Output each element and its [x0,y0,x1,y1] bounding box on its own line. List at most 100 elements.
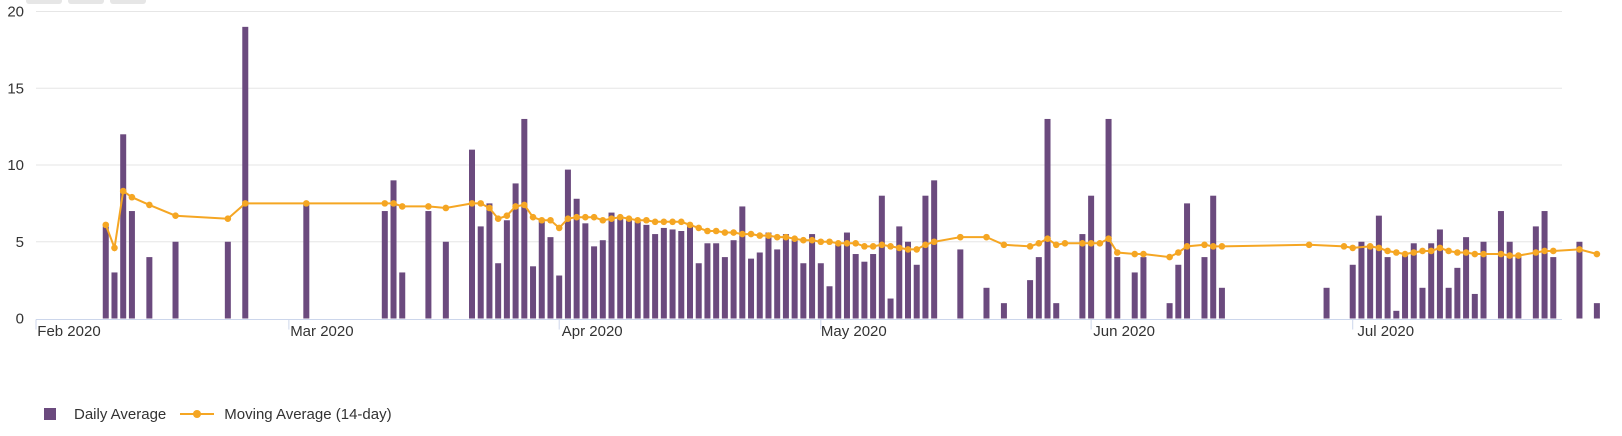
moving-average-point [930,238,938,246]
moving-average-point [1105,235,1112,242]
daily-average-bar [1454,267,1461,319]
moving-average-point [739,230,746,238]
daily-average-bar [1053,303,1060,319]
moving-average-point [852,239,859,247]
daily-average-bar [599,240,606,319]
legend-item-moving-average[interactable]: Moving Average (14-day) [180,406,392,423]
daily-average-bar [817,263,824,319]
moving-average-point [1419,247,1426,255]
moving-average-point [1113,249,1121,256]
daily-average-bar [625,220,632,319]
daily-average-bar [887,298,894,319]
moving-average-point [651,218,659,226]
daily-average-bar [1541,211,1548,319]
moving-average-point [1576,246,1583,253]
daily-average-bar [1349,264,1356,319]
moving-average-point [869,243,877,250]
daily-average-bar [512,183,519,319]
daily-average-bar [1358,241,1365,319]
moving-average-point [1044,235,1051,242]
daily-average-bar [538,220,545,319]
daily-average-bar [530,266,537,319]
daily-average-bar [695,263,702,319]
y-axis-ticks: 0 5 10 15 20 [7,4,24,328]
daily-average-bar [224,241,231,319]
legend-item-daily-average[interactable]: Daily Average [44,406,166,423]
moving-average-point [1401,250,1409,258]
moving-average-point [590,213,598,221]
legend-label: Daily Average [74,405,167,423]
moving-average-point [224,215,232,223]
moving-average-point [398,203,406,210]
daily-average-bar [1105,118,1112,319]
daily-average-bar [913,264,920,319]
moving-average-point [564,215,572,223]
moving-average-point [1593,250,1601,258]
daily-average-bar [687,226,693,319]
daily-average-bar [1000,303,1007,319]
daily-average-bar [1367,244,1374,319]
daily-average-bar [931,180,938,319]
daily-average-bar [1375,215,1382,319]
daily-average-bar [765,232,772,319]
daily-average-bar [172,241,179,319]
legend-line-swatch [180,408,215,420]
moving-average-point [834,239,842,247]
daily-average-bar [800,263,807,319]
daily-average-bar [573,198,580,319]
moving-average-point [486,204,493,212]
daily-average-bar [1114,257,1121,319]
toolbar-button[interactable] [26,0,62,4]
moving-average-point [957,233,964,241]
daily-average-bar [547,237,554,319]
daily-average-bar [1402,254,1409,319]
moving-average-point [616,213,624,221]
moving-average-point [1140,250,1147,258]
daily-average-bar [1323,287,1330,319]
moving-average-point [747,230,755,238]
daily-average-bar [652,234,659,319]
x-tick-label: Mar 2020 [290,323,353,340]
moving-average-point [773,233,781,241]
y-tick-label: 20 [7,4,24,21]
daily-average-bar [983,287,990,319]
daily-average-bar [852,254,859,319]
moving-average-point [861,243,868,250]
daily-average-bar [896,226,903,319]
daily-average-bar [1445,287,1452,319]
daily-average-bar [591,246,598,319]
daily-average-bar [1593,303,1600,319]
moving-average-point [843,239,851,247]
daily-average-bar [1131,272,1138,319]
moving-average-point [721,229,729,236]
daily-average-bar [756,252,763,319]
moving-average-point [660,218,668,226]
moving-average-point [1305,241,1313,249]
moving-average-point [1026,243,1034,250]
daily-average-bar [870,254,877,319]
daily-average-bar [102,226,109,319]
moving-average-point [1480,250,1487,258]
moving-average-point [1436,244,1444,252]
daily-average-bar [1088,195,1095,319]
moving-average-point [669,218,676,226]
moving-average-point [1166,253,1173,261]
daily-average-bar [1218,287,1225,319]
toolbar-button[interactable] [68,0,104,4]
daily-average-bar [922,195,929,319]
daily-average-bar [1384,257,1391,319]
daily-average-bar [1532,226,1539,319]
daily-average-bar [774,249,781,319]
daily-average-bar [242,26,249,319]
moving-average-point [555,224,563,232]
toolbar-button[interactable] [110,0,146,4]
moving-average-point [983,233,990,241]
moving-average-point [102,221,110,229]
daily-average-bar [1463,237,1470,319]
moving-average-point [582,213,589,221]
moving-average-point [573,213,580,221]
moving-average-point [1375,244,1383,252]
moving-average-point [390,200,397,207]
daily-average-bar [1027,280,1034,319]
daily-average-bar [564,169,571,319]
